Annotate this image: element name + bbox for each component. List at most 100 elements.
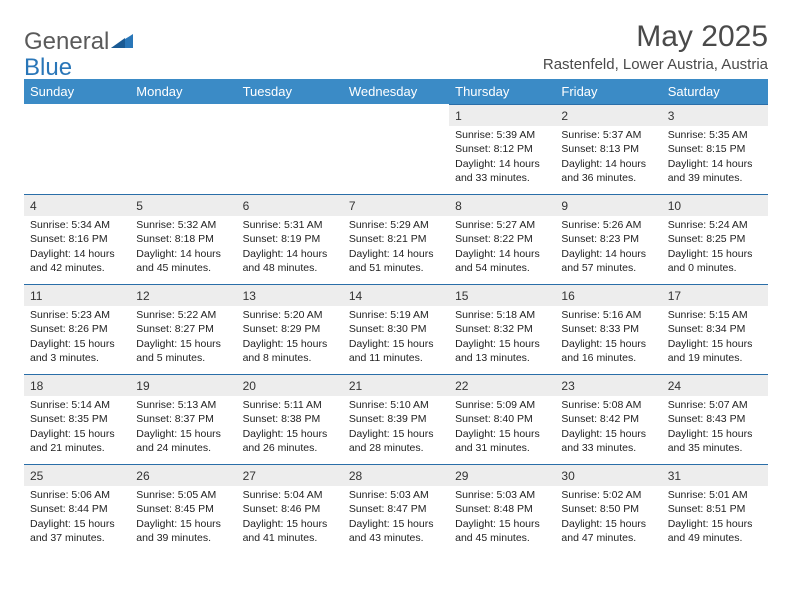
day-number: 26 <box>130 464 236 486</box>
sunset-text: Sunset: 8:37 PM <box>136 412 230 426</box>
sunset-text: Sunset: 8:38 PM <box>243 412 337 426</box>
day-number: 30 <box>555 464 661 486</box>
daylight-line2: and 21 minutes. <box>30 441 124 455</box>
day-number: 19 <box>130 374 236 396</box>
sunrise-text: Sunrise: 5:27 AM <box>455 218 549 232</box>
day-body: Sunrise: 5:05 AMSunset: 8:45 PMDaylight:… <box>130 486 236 549</box>
weekday-header-row: Sunday Monday Tuesday Wednesday Thursday… <box>24 79 768 104</box>
calendar-cell: 3Sunrise: 5:35 AMSunset: 8:15 PMDaylight… <box>662 104 768 194</box>
calendar-cell: 17Sunrise: 5:15 AMSunset: 8:34 PMDayligh… <box>662 284 768 374</box>
weekday-tuesday: Tuesday <box>237 79 343 104</box>
day-number: 13 <box>237 284 343 306</box>
day-number: 23 <box>555 374 661 396</box>
calendar-row: 4Sunrise: 5:34 AMSunset: 8:16 PMDaylight… <box>24 194 768 284</box>
day-body: Sunrise: 5:26 AMSunset: 8:23 PMDaylight:… <box>555 216 661 279</box>
sunrise-text: Sunrise: 5:01 AM <box>668 488 762 502</box>
daylight-line1: Daylight: 14 hours <box>455 157 549 171</box>
calendar-cell: 18Sunrise: 5:14 AMSunset: 8:35 PMDayligh… <box>24 374 130 464</box>
sunrise-text: Sunrise: 5:35 AM <box>668 128 762 142</box>
calendar-row: 11Sunrise: 5:23 AMSunset: 8:26 PMDayligh… <box>24 284 768 374</box>
daylight-line2: and 33 minutes. <box>455 171 549 185</box>
day-body: Sunrise: 5:34 AMSunset: 8:16 PMDaylight:… <box>24 216 130 279</box>
day-number: 21 <box>343 374 449 396</box>
daylight-line2: and 37 minutes. <box>30 531 124 545</box>
daylight-line2: and 0 minutes. <box>668 261 762 275</box>
calendar-cell: 1Sunrise: 5:39 AMSunset: 8:12 PMDaylight… <box>449 104 555 194</box>
sunrise-text: Sunrise: 5:05 AM <box>136 488 230 502</box>
sunset-text: Sunset: 8:50 PM <box>561 502 655 516</box>
day-number: 15 <box>449 284 555 306</box>
day-body: Sunrise: 5:01 AMSunset: 8:51 PMDaylight:… <box>662 486 768 549</box>
sunrise-text: Sunrise: 5:37 AM <box>561 128 655 142</box>
day-body: Sunrise: 5:07 AMSunset: 8:43 PMDaylight:… <box>662 396 768 459</box>
day-body: Sunrise: 5:35 AMSunset: 8:15 PMDaylight:… <box>662 126 768 189</box>
calendar-cell: 9Sunrise: 5:26 AMSunset: 8:23 PMDaylight… <box>555 194 661 284</box>
calendar-cell <box>24 104 130 194</box>
calendar-cell: 6Sunrise: 5:31 AMSunset: 8:19 PMDaylight… <box>237 194 343 284</box>
day-number: 10 <box>662 194 768 216</box>
sunset-text: Sunset: 8:15 PM <box>668 142 762 156</box>
daylight-line1: Daylight: 14 hours <box>243 247 337 261</box>
sunrise-text: Sunrise: 5:09 AM <box>455 398 549 412</box>
calendar-cell: 20Sunrise: 5:11 AMSunset: 8:38 PMDayligh… <box>237 374 343 464</box>
calendar-cell: 19Sunrise: 5:13 AMSunset: 8:37 PMDayligh… <box>130 374 236 464</box>
day-number: 3 <box>662 104 768 126</box>
day-body: Sunrise: 5:27 AMSunset: 8:22 PMDaylight:… <box>449 216 555 279</box>
logo-triangle-icon <box>111 32 133 53</box>
daylight-line2: and 26 minutes. <box>243 441 337 455</box>
daylight-line1: Daylight: 15 hours <box>561 427 655 441</box>
sunset-text: Sunset: 8:29 PM <box>243 322 337 336</box>
daylight-line2: and 47 minutes. <box>561 531 655 545</box>
weekday-thursday: Thursday <box>449 79 555 104</box>
logo-text-general: General <box>24 28 109 56</box>
calendar-cell: 2Sunrise: 5:37 AMSunset: 8:13 PMDaylight… <box>555 104 661 194</box>
day-body: Sunrise: 5:29 AMSunset: 8:21 PMDaylight:… <box>343 216 449 279</box>
sunrise-text: Sunrise: 5:23 AM <box>30 308 124 322</box>
sunrise-text: Sunrise: 5:06 AM <box>30 488 124 502</box>
calendar-cell: 22Sunrise: 5:09 AMSunset: 8:40 PMDayligh… <box>449 374 555 464</box>
sunset-text: Sunset: 8:32 PM <box>455 322 549 336</box>
daylight-line1: Daylight: 15 hours <box>455 337 549 351</box>
sunset-text: Sunset: 8:23 PM <box>561 232 655 246</box>
daylight-line1: Daylight: 14 hours <box>561 247 655 261</box>
day-body: Sunrise: 5:19 AMSunset: 8:30 PMDaylight:… <box>343 306 449 369</box>
sunrise-text: Sunrise: 5:18 AM <box>455 308 549 322</box>
daylight-line1: Daylight: 14 hours <box>668 157 762 171</box>
daylight-line2: and 51 minutes. <box>349 261 443 275</box>
day-number: 4 <box>24 194 130 216</box>
calendar-cell: 14Sunrise: 5:19 AMSunset: 8:30 PMDayligh… <box>343 284 449 374</box>
sunset-text: Sunset: 8:26 PM <box>30 322 124 336</box>
calendar-cell: 28Sunrise: 5:03 AMSunset: 8:47 PMDayligh… <box>343 464 449 554</box>
daylight-line1: Daylight: 15 hours <box>668 427 762 441</box>
day-number: 16 <box>555 284 661 306</box>
daylight-line1: Daylight: 15 hours <box>136 337 230 351</box>
sunrise-text: Sunrise: 5:31 AM <box>243 218 337 232</box>
day-body: Sunrise: 5:32 AMSunset: 8:18 PMDaylight:… <box>130 216 236 279</box>
calendar-cell: 7Sunrise: 5:29 AMSunset: 8:21 PMDaylight… <box>343 194 449 284</box>
daylight-line1: Daylight: 15 hours <box>136 427 230 441</box>
calendar-cell <box>130 104 236 194</box>
calendar-cell <box>237 104 343 194</box>
day-body: Sunrise: 5:09 AMSunset: 8:40 PMDaylight:… <box>449 396 555 459</box>
day-number: 1 <box>449 104 555 126</box>
day-body: Sunrise: 5:22 AMSunset: 8:27 PMDaylight:… <box>130 306 236 369</box>
day-number: 17 <box>662 284 768 306</box>
sunset-text: Sunset: 8:13 PM <box>561 142 655 156</box>
daylight-line2: and 3 minutes. <box>30 351 124 365</box>
day-body: Sunrise: 5:04 AMSunset: 8:46 PMDaylight:… <box>237 486 343 549</box>
sunrise-text: Sunrise: 5:03 AM <box>455 488 549 502</box>
daylight-line2: and 19 minutes. <box>668 351 762 365</box>
day-body: Sunrise: 5:11 AMSunset: 8:38 PMDaylight:… <box>237 396 343 459</box>
calendar-cell: 15 Sunrise: 5:18 AMSunset: 8:32 PMDayligh… <box>449 284 555 374</box>
calendar-row: 18Sunrise: 5:14 AMSunset: 8:35 PMDayligh… <box>24 374 768 464</box>
sunset-text: Sunset: 8:33 PM <box>561 322 655 336</box>
weekday-wednesday: Wednesday <box>343 79 449 104</box>
sunset-text: Sunset: 8:25 PM <box>668 232 762 246</box>
daylight-line2: and 49 minutes. <box>668 531 762 545</box>
sunset-text: Sunset: 8:12 PM <box>455 142 549 156</box>
day-number: 12 <box>130 284 236 306</box>
day-body: Sunrise: 5:15 AMSunset: 8:34 PMDaylight:… <box>662 306 768 369</box>
sunrise-text: Sunrise: 5:22 AM <box>136 308 230 322</box>
daylight-line1: Daylight: 15 hours <box>668 337 762 351</box>
sunrise-text: Sunrise: 5:04 AM <box>243 488 337 502</box>
